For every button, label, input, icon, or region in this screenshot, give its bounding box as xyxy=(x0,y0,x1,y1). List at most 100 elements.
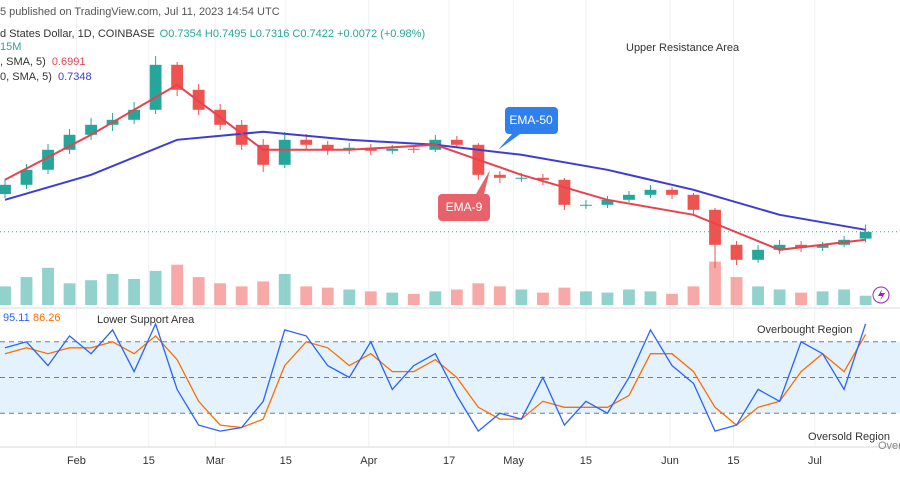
volume-bar xyxy=(343,289,356,305)
stoch-legend: 95.11 xyxy=(3,312,30,324)
volume-bar xyxy=(42,267,54,305)
x-tick-label: 15 xyxy=(580,455,592,467)
volume-bar xyxy=(623,289,635,305)
x-tick-label: 17 xyxy=(443,455,455,467)
candle-body xyxy=(601,199,614,205)
volume-bar xyxy=(730,277,743,305)
candle-body xyxy=(558,179,571,205)
candle-body xyxy=(536,177,549,180)
annotation: Over xyxy=(878,440,900,452)
ema50-pointer xyxy=(498,134,520,150)
volume-bar xyxy=(644,291,657,305)
volume-bar xyxy=(709,261,721,305)
volume-bar xyxy=(773,289,786,305)
candle-body xyxy=(493,174,506,178)
candle-body xyxy=(623,194,635,200)
ema-legend: , SMA, 5) xyxy=(0,56,46,68)
x-tick-label: Jun xyxy=(661,455,679,467)
volume-bar xyxy=(859,295,872,305)
symbol: d States Dollar, 1D, COINBASE xyxy=(0,28,155,40)
x-tick-label: May xyxy=(503,455,524,467)
x-tick-label: 15 xyxy=(143,455,155,467)
volume-bar xyxy=(838,289,851,305)
candle-body xyxy=(666,189,678,195)
candle-body xyxy=(730,244,743,260)
candle-body xyxy=(257,144,270,165)
ema9-callout xyxy=(438,194,490,221)
volume-bar xyxy=(214,283,227,305)
line-group xyxy=(0,83,900,433)
volume-bar xyxy=(364,291,377,305)
alert-icon-bolt xyxy=(878,289,885,301)
volume-bar xyxy=(472,283,485,305)
stoch-line xyxy=(4,334,867,429)
ema50-callout-text: EMA-50 xyxy=(509,113,553,127)
stoch-line xyxy=(4,322,867,433)
volume-bar xyxy=(0,286,11,305)
candle-body xyxy=(386,148,399,151)
candle-body xyxy=(171,64,184,90)
ema-legend-value: 0.6991 xyxy=(52,56,86,68)
ema9-callout-text: EMA-9 xyxy=(446,200,483,214)
x-tick-label: Apr xyxy=(360,455,377,467)
volume-bar xyxy=(300,286,313,305)
candle-body xyxy=(85,124,97,135)
candle-body xyxy=(450,139,463,145)
volume-bar xyxy=(85,280,97,305)
volume-bar xyxy=(687,286,700,305)
ema9-pointer xyxy=(476,170,490,194)
volume-bar xyxy=(580,291,592,305)
volume-bar xyxy=(429,291,442,305)
volume-bar xyxy=(666,293,678,305)
x-tick-label: Feb xyxy=(67,455,86,467)
volume-bar xyxy=(321,287,334,305)
volume-bar xyxy=(192,277,205,305)
volume-bar xyxy=(149,270,162,305)
annotation: Lower Support Area xyxy=(97,314,195,326)
x-tick-label: 15 xyxy=(727,455,739,467)
candle-body xyxy=(278,139,291,165)
volume-bar xyxy=(795,292,808,305)
volume-bar xyxy=(407,293,420,305)
volume-bar xyxy=(257,281,270,305)
annotation: Oversold Region xyxy=(808,431,890,443)
volume-bar xyxy=(752,286,764,305)
stoch-band-group xyxy=(0,341,900,414)
candle-body xyxy=(192,89,205,110)
ema-legend: 0, SMA, 5) xyxy=(0,71,52,83)
volume-bar xyxy=(63,283,76,305)
candle-body xyxy=(859,231,872,239)
published-line: 5 published on TradingView.com, Jul 11, … xyxy=(0,6,280,18)
volume-bar xyxy=(515,289,528,305)
ema-legend-value: 0.7348 xyxy=(58,71,92,83)
x-tick-label: 15 xyxy=(280,455,292,467)
candle-body xyxy=(407,148,420,150)
annotation: Overbought Region xyxy=(757,324,852,336)
volume-bar xyxy=(106,274,119,305)
volume-legend: 15M xyxy=(0,41,21,53)
volume-bar xyxy=(493,286,506,305)
volume-bar xyxy=(235,286,248,305)
candle-body xyxy=(515,177,528,179)
candle-body xyxy=(128,109,141,120)
candle-body xyxy=(773,244,786,250)
candle-body xyxy=(42,149,54,170)
candle-body xyxy=(752,249,764,260)
candle-body xyxy=(0,184,11,194)
candle-body xyxy=(20,169,33,185)
volume-bar xyxy=(386,292,399,305)
volume-bar xyxy=(20,277,33,305)
volume-bar xyxy=(816,291,829,305)
annotation: Upper Resistance Area xyxy=(626,42,740,54)
volume-bar xyxy=(558,287,571,305)
ema50-callout xyxy=(505,107,558,134)
volume-bar xyxy=(278,274,291,305)
candle-body xyxy=(644,189,657,195)
candle-body xyxy=(687,194,700,210)
candle-body xyxy=(300,139,313,145)
candle-body xyxy=(580,204,592,206)
ema-line xyxy=(4,83,866,251)
candle-body xyxy=(709,209,721,245)
